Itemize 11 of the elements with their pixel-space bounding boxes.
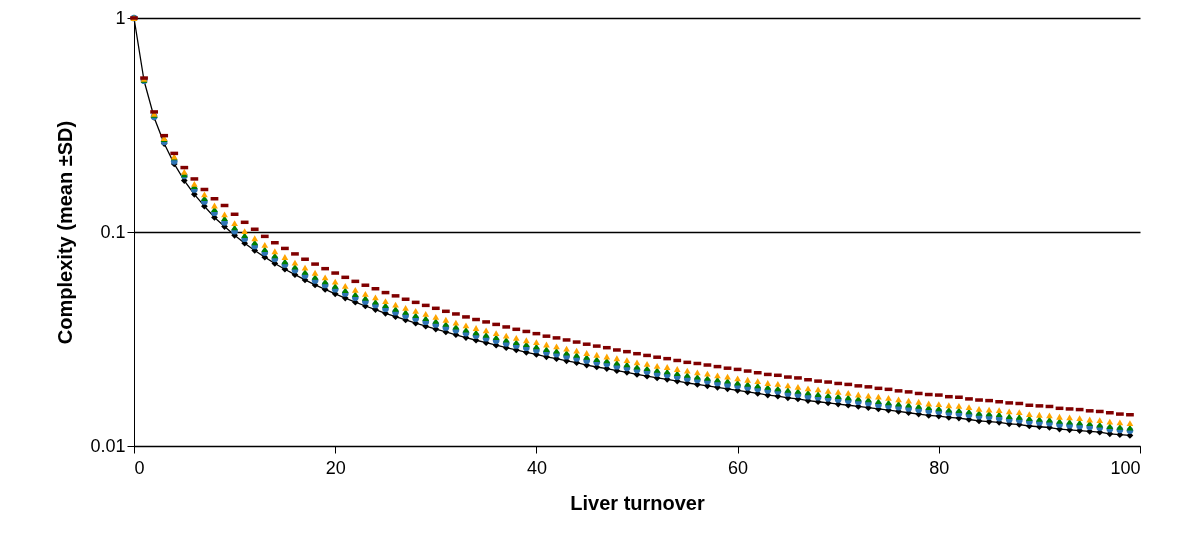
x-tick-label: 40 bbox=[526, 457, 547, 478]
x-tick-label: 80 bbox=[929, 457, 950, 478]
y-tick-label: 0.01 bbox=[90, 435, 126, 456]
y-axis-title: Complexity (mean ±SD) bbox=[54, 120, 77, 345]
x-tick-label: 60 bbox=[728, 457, 749, 478]
y-tick-label: 1 bbox=[115, 7, 126, 28]
y-tick-label: 0.1 bbox=[100, 221, 126, 242]
x-axis-title: Liver turnover bbox=[570, 491, 705, 514]
x-tick-label: 0 bbox=[134, 457, 145, 478]
x-tick-label: 100 bbox=[1110, 457, 1141, 478]
x-tick-label: 20 bbox=[325, 457, 346, 478]
